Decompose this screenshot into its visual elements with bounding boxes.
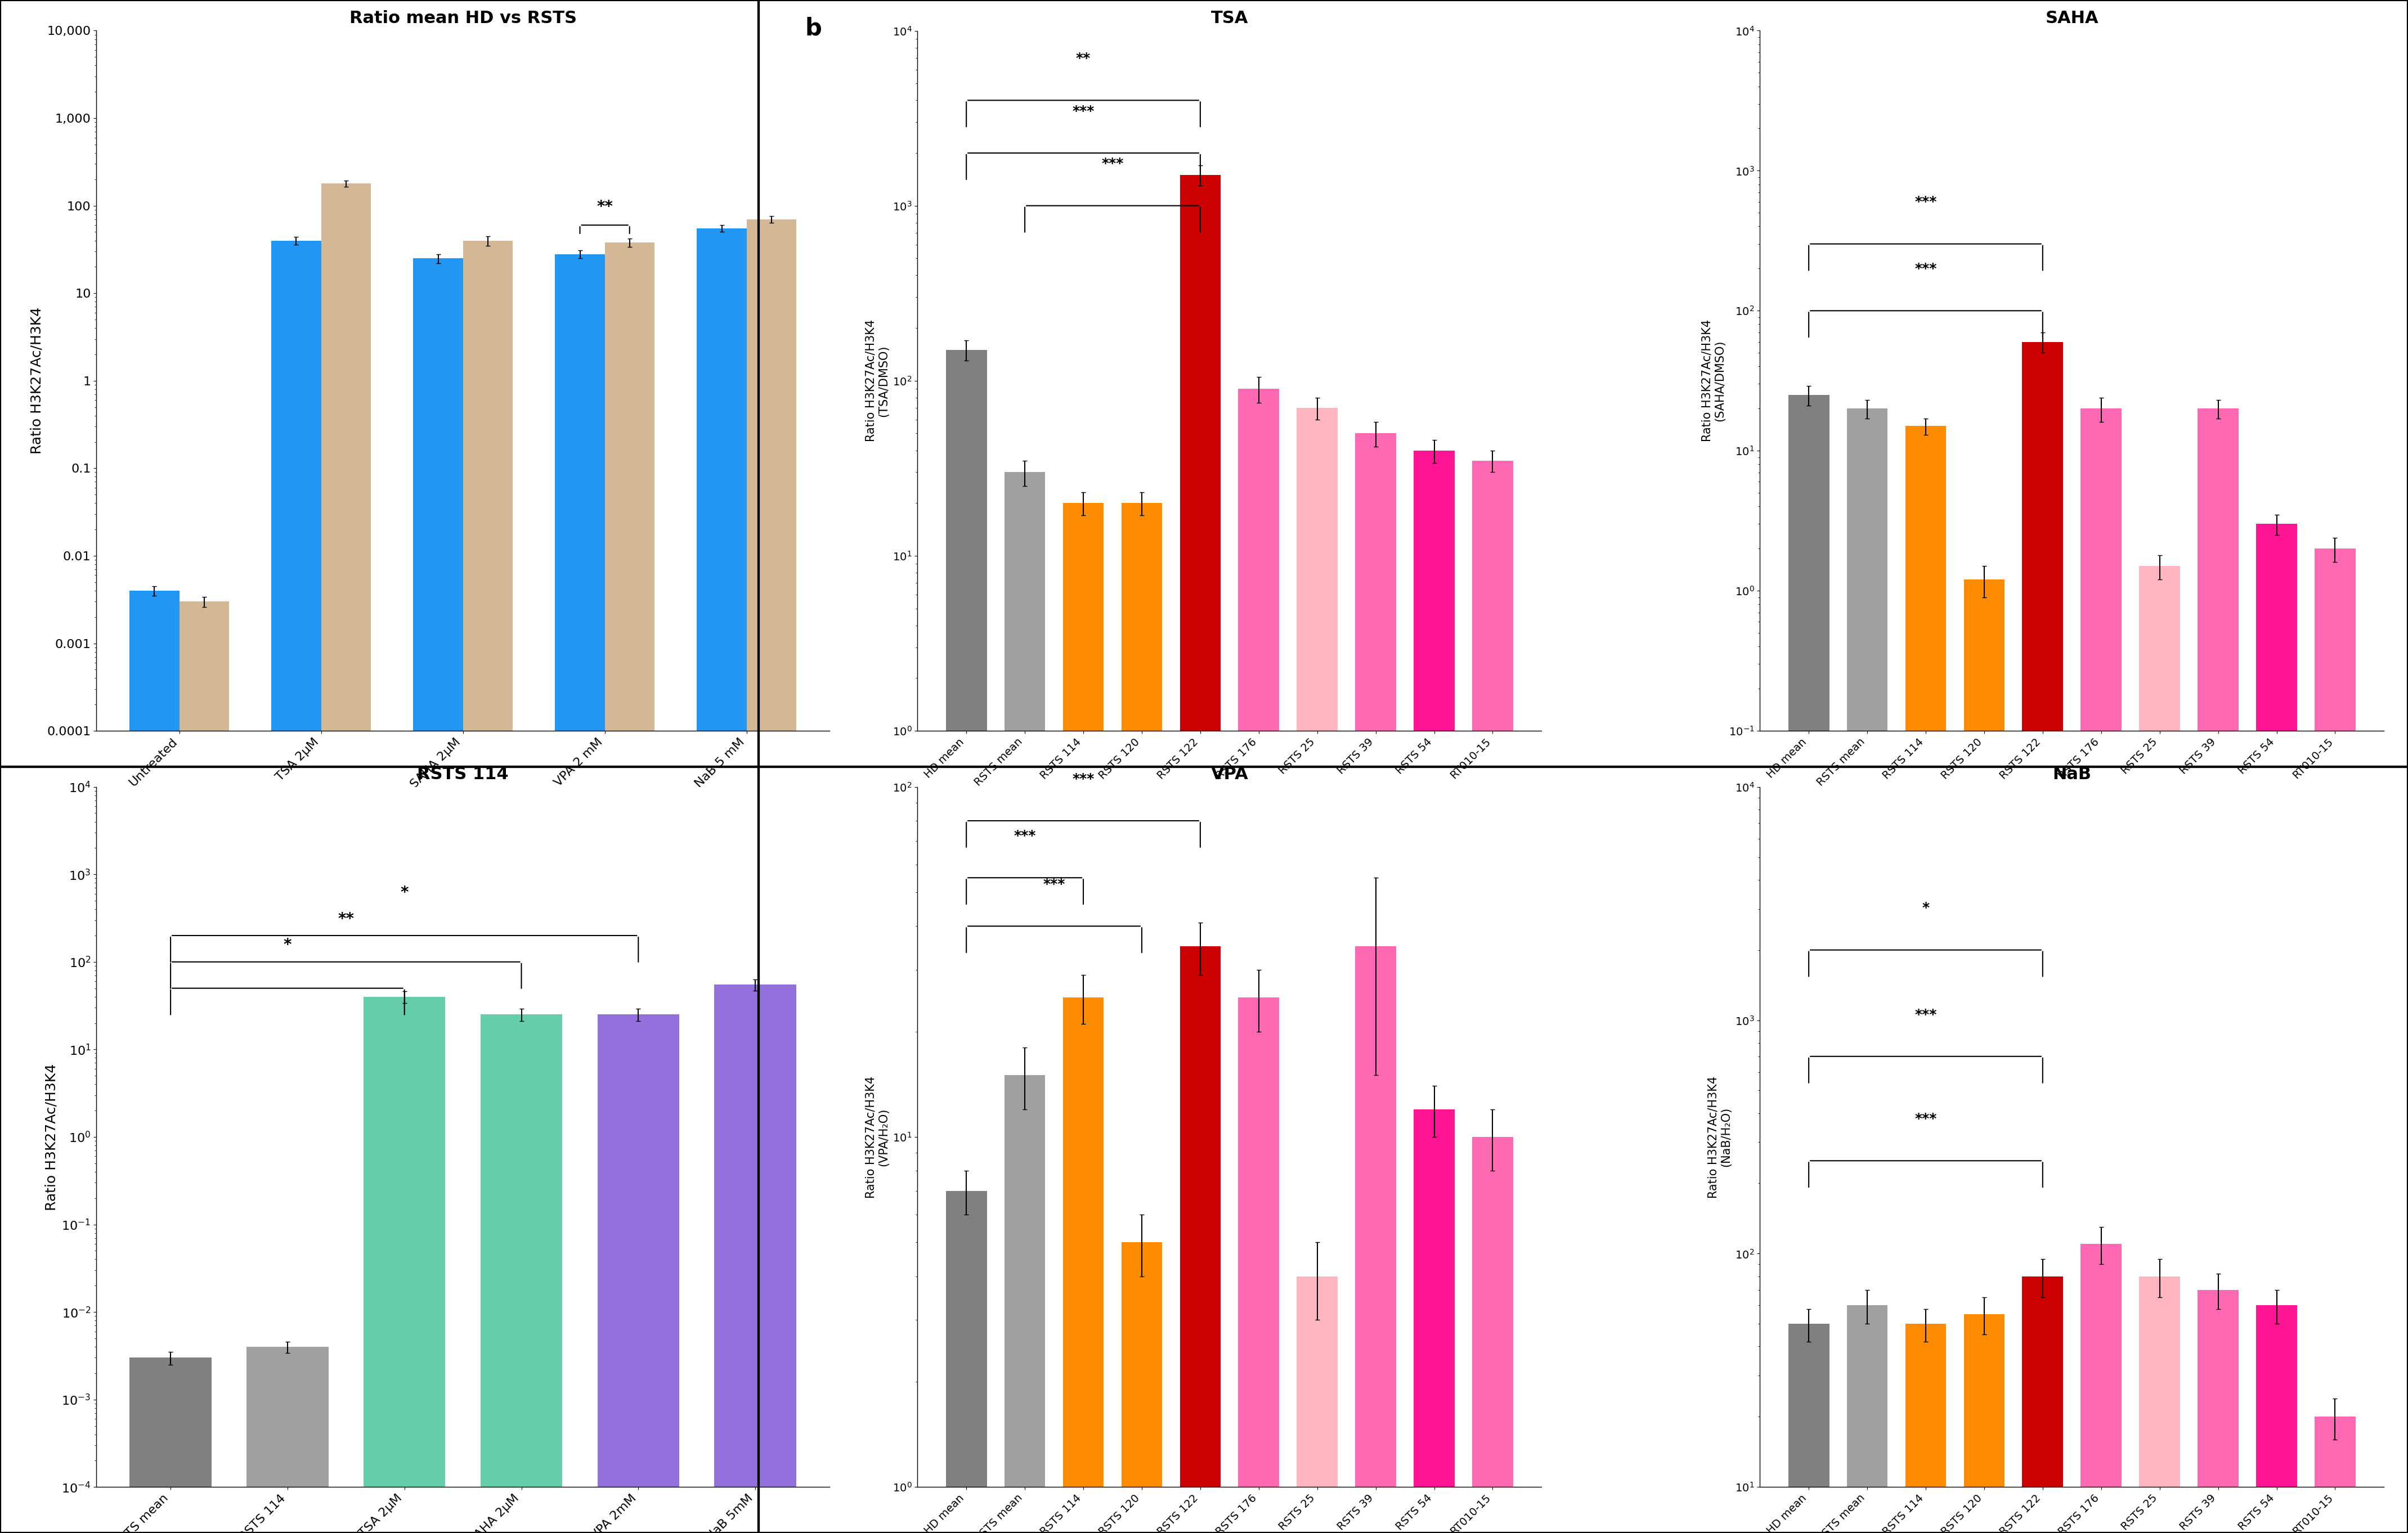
Bar: [246, 1348, 327, 1533]
Bar: [1298, 1277, 1339, 1533]
Bar: [364, 996, 445, 1533]
Bar: [482, 1015, 563, 1533]
Bar: [2138, 566, 2179, 1533]
Bar: [604, 242, 655, 1533]
Y-axis label: Ratio H3K27Ac/H3K4
(VPA/H₂O): Ratio H3K27Ac/H3K4 (VPA/H₂O): [864, 1076, 889, 1197]
Bar: [556, 254, 604, 1533]
Bar: [1122, 1242, 1163, 1533]
Bar: [946, 350, 987, 1533]
Y-axis label: Ratio H3K27Ac/H3K4: Ratio H3K27Ac/H3K4: [46, 1064, 58, 1211]
Bar: [2256, 524, 2297, 1533]
Text: ***: ***: [1072, 104, 1093, 118]
Text: ***: ***: [1043, 878, 1064, 891]
Bar: [2314, 1416, 2355, 1533]
Bar: [1413, 451, 1454, 1533]
Bar: [2314, 549, 2355, 1533]
Bar: [178, 601, 229, 1533]
Text: *: *: [1922, 901, 1929, 915]
Bar: [597, 1015, 679, 1533]
Text: ***: ***: [1914, 262, 1936, 276]
Bar: [462, 241, 513, 1533]
Title: VPA: VPA: [1211, 767, 1247, 782]
Bar: [2023, 342, 2064, 1533]
Bar: [2199, 1289, 2239, 1533]
Bar: [1004, 1075, 1045, 1533]
Text: ***: ***: [1914, 1007, 1936, 1021]
Bar: [320, 184, 371, 1533]
Title: SAHA: SAHA: [2044, 9, 2097, 26]
Bar: [272, 241, 320, 1533]
Bar: [1789, 1325, 1830, 1533]
Bar: [1847, 409, 1888, 1533]
Text: ***: ***: [1014, 829, 1035, 843]
Bar: [1356, 434, 1397, 1533]
Bar: [946, 1191, 987, 1533]
Bar: [1004, 472, 1045, 1533]
Text: *: *: [400, 885, 409, 900]
Bar: [1298, 408, 1339, 1533]
Bar: [1122, 503, 1163, 1533]
Bar: [2023, 1277, 2064, 1533]
Bar: [130, 1358, 212, 1533]
Bar: [696, 228, 746, 1533]
Bar: [746, 219, 797, 1533]
Bar: [715, 984, 797, 1533]
Y-axis label: Ratio H3K27Ac/H3K4
(SAHA/DMSO): Ratio H3K27Ac/H3K4 (SAHA/DMSO): [1700, 320, 1727, 442]
Bar: [1238, 998, 1279, 1533]
Text: **: **: [1076, 52, 1091, 66]
Bar: [1238, 389, 1279, 1533]
Bar: [1847, 1306, 1888, 1533]
Bar: [414, 259, 462, 1533]
Text: ***: ***: [1914, 195, 1936, 208]
Bar: [1905, 1325, 1946, 1533]
Bar: [2081, 1243, 2121, 1533]
Bar: [1180, 946, 1221, 1533]
Y-axis label: Ratio H3K27Ac/H3K4
(NaB/H₂O): Ratio H3K27Ac/H3K4 (NaB/H₂O): [1707, 1076, 1731, 1197]
Bar: [1905, 426, 1946, 1533]
Bar: [1413, 1110, 1454, 1533]
Bar: [1062, 998, 1103, 1533]
Text: ***: ***: [1914, 1113, 1936, 1125]
Text: b: b: [804, 17, 821, 40]
Bar: [1471, 460, 1512, 1533]
Title: NaB: NaB: [2052, 767, 2090, 782]
Title: TSA: TSA: [1211, 9, 1247, 26]
Text: ***: ***: [1072, 773, 1093, 786]
Bar: [2138, 1277, 2179, 1533]
Bar: [1789, 396, 1830, 1533]
Title: RSTS 114: RSTS 114: [417, 767, 508, 782]
Text: **: **: [337, 911, 354, 927]
Bar: [130, 590, 178, 1533]
Text: ***: ***: [1100, 158, 1125, 170]
Bar: [1356, 946, 1397, 1533]
Bar: [2199, 409, 2239, 1533]
Y-axis label: Ratio H3K27Ac/H3K4: Ratio H3K27Ac/H3K4: [31, 307, 43, 454]
Bar: [1180, 175, 1221, 1533]
Bar: [1965, 1314, 2006, 1533]
Text: **: **: [597, 199, 614, 215]
Y-axis label: Ratio H3K27Ac/H3K4
(TSA/DMSO): Ratio H3K27Ac/H3K4 (TSA/DMSO): [864, 320, 889, 442]
Bar: [1471, 1137, 1512, 1533]
Bar: [2256, 1306, 2297, 1533]
Bar: [1965, 579, 2006, 1533]
Title: Ratio mean HD vs RSTS: Ratio mean HD vs RSTS: [349, 9, 576, 26]
Bar: [2081, 409, 2121, 1533]
Bar: [1062, 503, 1103, 1533]
Text: *: *: [284, 938, 291, 954]
